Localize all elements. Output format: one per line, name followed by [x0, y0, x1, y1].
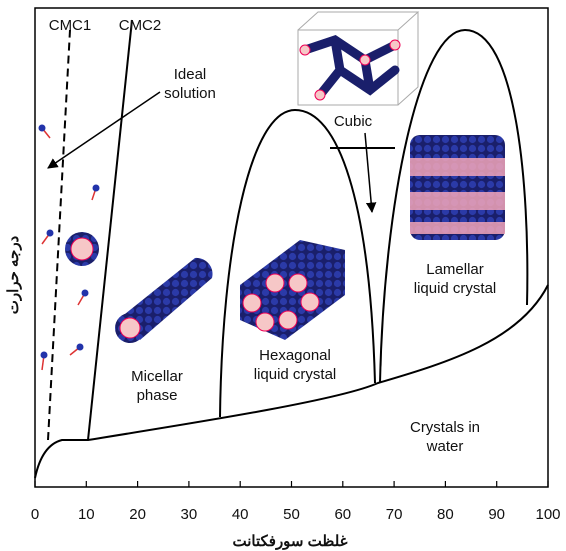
x-tick-label: 40 [232, 506, 249, 523]
x-tick-label: 80 [437, 506, 454, 523]
y-axis-label: درجه حرارت [5, 235, 22, 314]
region-label: CMC2 [119, 17, 162, 34]
region-label: liquid crystal [254, 366, 337, 383]
region-label: Crystals in [410, 419, 480, 436]
region-label: solution [164, 85, 216, 102]
illustrations [39, 12, 506, 370]
region-label: water [426, 438, 464, 455]
x-tick-label: 50 [283, 506, 300, 523]
cubic-arrow [365, 133, 372, 212]
hexagonal-cluster [240, 240, 345, 340]
cubic-structure [298, 12, 418, 105]
x-tick-label: 60 [334, 506, 351, 523]
x-tick-label: 70 [386, 506, 403, 523]
rod-micelle [115, 258, 213, 343]
region-label: liquid crystal [414, 280, 497, 297]
region-label: CMC1 [49, 17, 92, 34]
x-tick-label: 0 [31, 506, 39, 523]
cmc2-line [88, 20, 132, 440]
region-label: Micellar [131, 368, 183, 385]
x-axis-label: غلظت سورفکتانت [232, 533, 347, 550]
spherical-micelle [65, 232, 99, 266]
lamellar-stack [410, 135, 505, 240]
x-tick-label: 10 [78, 506, 95, 523]
chart: CMC1 CMC2 Ideal solution Cubic Lamellar liquid… [0, 0, 566, 551]
x-tick-label: 90 [488, 506, 505, 523]
x-tick-label: 100 [535, 506, 560, 523]
ideal-arrow [48, 92, 160, 168]
region-label: phase [137, 387, 178, 404]
region-label: Cubic [334, 113, 373, 130]
region-label: Hexagonal [259, 347, 331, 364]
region-label: Lamellar [426, 261, 484, 278]
x-tick-label: 30 [181, 506, 198, 523]
x-tick-label: 20 [129, 506, 146, 523]
region-label: Ideal [174, 66, 207, 83]
